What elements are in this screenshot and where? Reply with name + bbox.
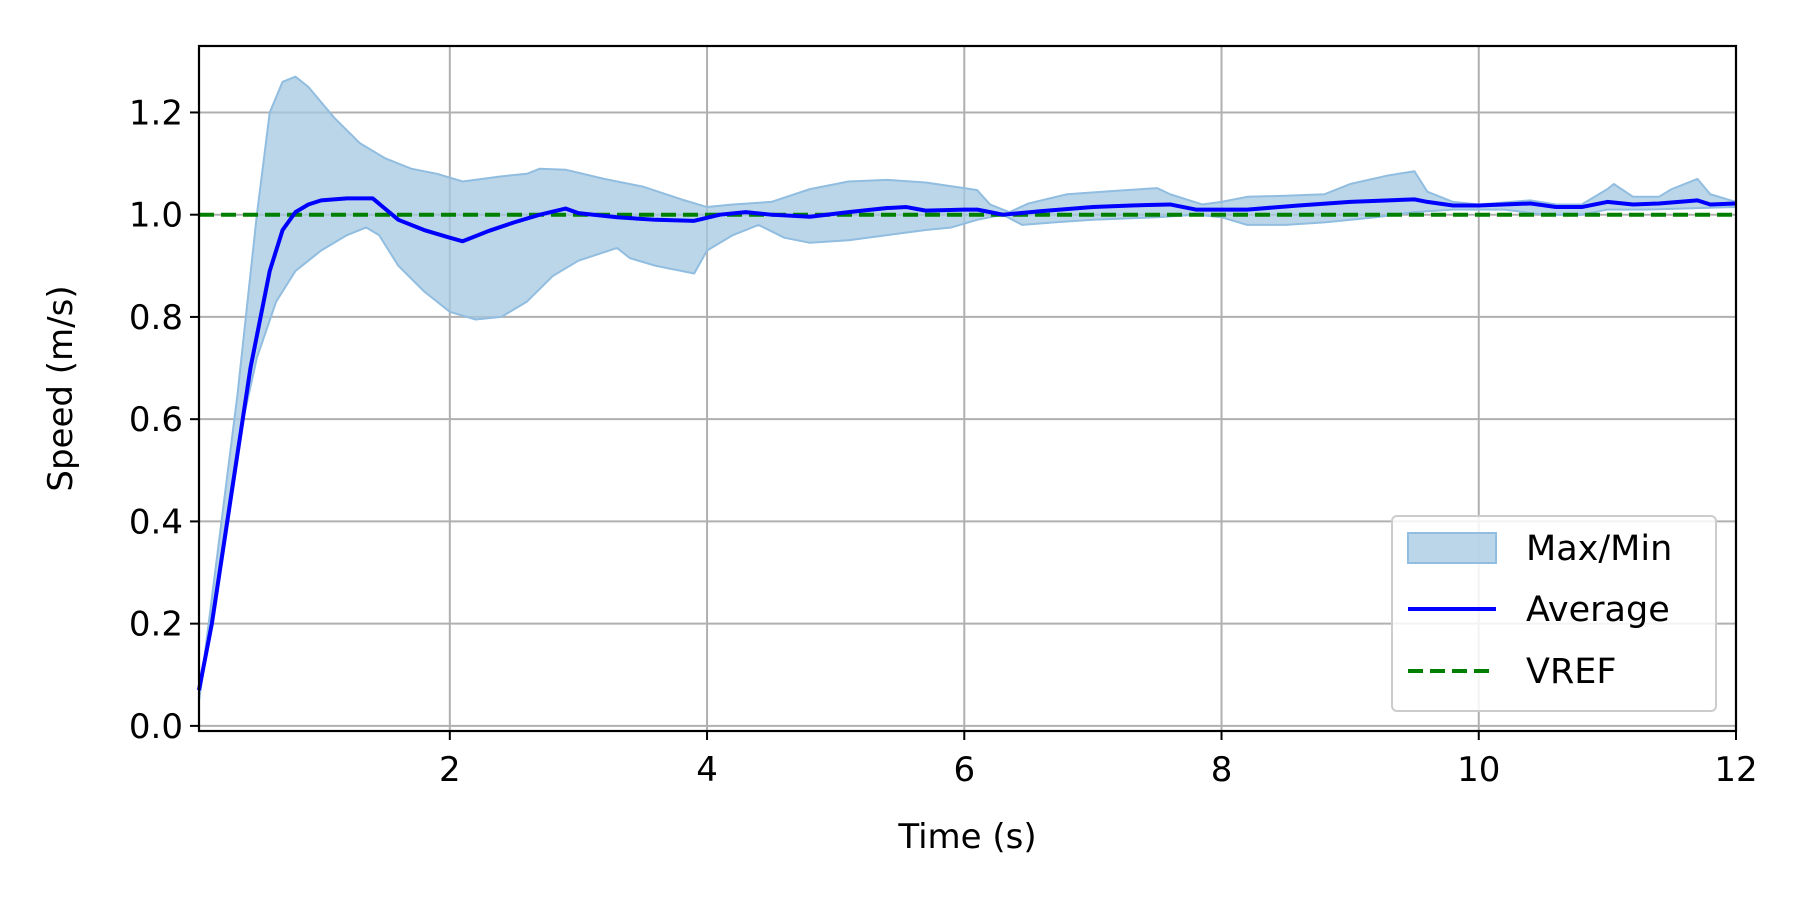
x-tick-label: 2 — [439, 750, 461, 790]
axis-labels: Time (s) Speed (m/s) — [41, 285, 1037, 857]
y-tick-label: 0.2 — [129, 605, 183, 645]
plot-frame — [197, 44, 1738, 733]
average-line — [197, 196, 1737, 691]
x-axis-label: Time (s) — [897, 817, 1036, 857]
series-layer — [197, 75, 1737, 702]
y-tick-label: 0.0 — [129, 707, 183, 747]
y-tick-label: 1.0 — [129, 196, 183, 236]
y-axis-label: Speed (m/s) — [41, 285, 81, 491]
max-min-band — [198, 75, 1737, 702]
legend: Max/Min Average VREF — [1391, 515, 1717, 712]
x-tick-label: 6 — [953, 750, 975, 790]
y-tick-label: 0.8 — [129, 298, 183, 338]
legend-band-swatch — [1407, 532, 1497, 564]
y-tick-label: 1.2 — [129, 93, 183, 133]
y-tick-label: 0.4 — [129, 502, 183, 542]
y-tick-label: 0.6 — [129, 400, 183, 440]
legend-label-max-min: Max/Min — [1526, 529, 1672, 569]
grid — [199, 46, 1737, 731]
x-tick-label: 4 — [696, 750, 718, 790]
ticks: 2 4 6 8 10 12 0.0 0.2 0.4 0.6 0.8 1.0 1.2 — [129, 93, 1758, 790]
legend-label-vref: VREF — [1526, 652, 1617, 692]
x-tick-label: 12 — [1714, 750, 1757, 790]
x-tick-label: 10 — [1457, 750, 1500, 790]
legend-label-average: Average — [1526, 590, 1670, 630]
x-tick-label: 8 — [1211, 750, 1233, 790]
legend-box — [1391, 515, 1717, 712]
